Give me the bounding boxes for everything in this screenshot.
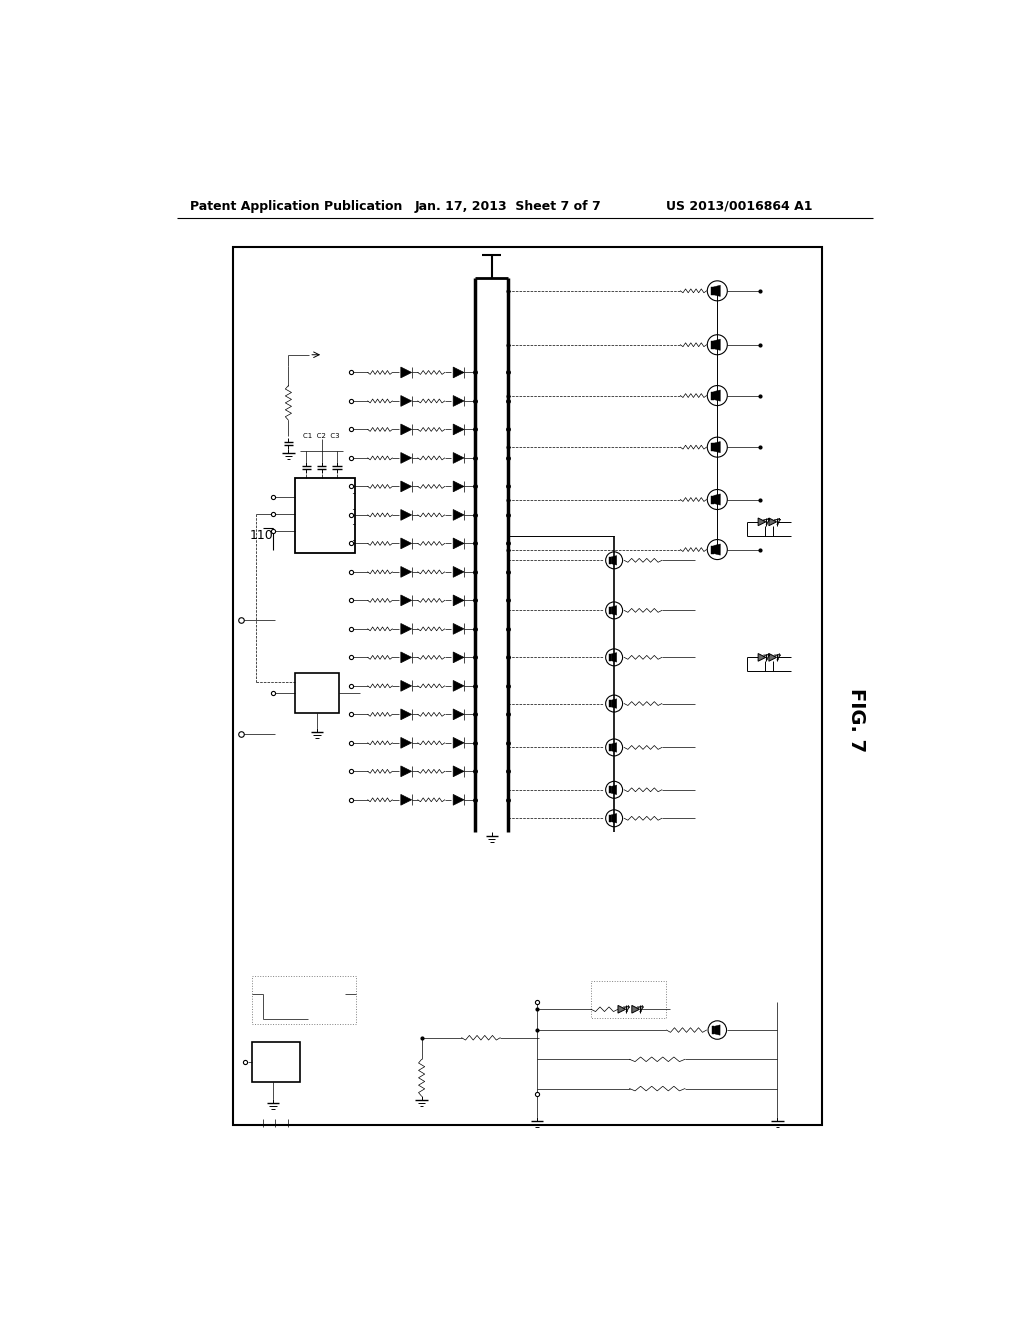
Polygon shape xyxy=(400,424,412,434)
Polygon shape xyxy=(632,1006,640,1014)
Polygon shape xyxy=(454,681,464,692)
Polygon shape xyxy=(454,652,464,663)
Polygon shape xyxy=(454,766,464,776)
Bar xyxy=(609,787,611,793)
Polygon shape xyxy=(454,424,464,434)
Polygon shape xyxy=(714,1024,720,1035)
Polygon shape xyxy=(454,709,464,719)
Bar xyxy=(609,653,611,661)
Polygon shape xyxy=(400,566,412,577)
Bar xyxy=(712,1027,714,1034)
Bar xyxy=(712,392,714,400)
Polygon shape xyxy=(400,510,412,520)
Text: C1  C2  C3: C1 C2 C3 xyxy=(303,433,340,438)
Bar xyxy=(712,286,714,294)
Polygon shape xyxy=(714,285,720,297)
Bar xyxy=(252,977,356,1024)
Bar xyxy=(295,478,354,553)
Bar xyxy=(233,247,822,1125)
Polygon shape xyxy=(400,453,412,463)
Polygon shape xyxy=(714,442,720,453)
Polygon shape xyxy=(400,539,412,549)
Polygon shape xyxy=(400,766,412,776)
Bar xyxy=(609,557,611,564)
Polygon shape xyxy=(454,539,464,549)
Polygon shape xyxy=(454,453,464,463)
Polygon shape xyxy=(714,389,720,401)
Polygon shape xyxy=(454,795,464,805)
Polygon shape xyxy=(714,494,720,506)
Polygon shape xyxy=(454,623,464,635)
Text: 110: 110 xyxy=(250,529,273,543)
Polygon shape xyxy=(714,339,720,350)
Polygon shape xyxy=(611,556,616,565)
Bar xyxy=(609,607,611,614)
Text: Jan. 17, 2013  Sheet 7 of 7: Jan. 17, 2013 Sheet 7 of 7 xyxy=(415,199,601,213)
Bar xyxy=(609,744,611,751)
Polygon shape xyxy=(714,544,720,556)
Polygon shape xyxy=(758,653,766,661)
Bar xyxy=(295,673,339,713)
Polygon shape xyxy=(454,396,464,407)
Polygon shape xyxy=(611,785,616,795)
Polygon shape xyxy=(400,480,412,492)
Polygon shape xyxy=(400,396,412,407)
Polygon shape xyxy=(400,709,412,719)
Polygon shape xyxy=(611,652,616,663)
Polygon shape xyxy=(400,738,412,748)
Polygon shape xyxy=(454,738,464,748)
Bar xyxy=(712,495,714,503)
Polygon shape xyxy=(400,367,412,378)
Bar xyxy=(712,444,714,451)
Bar xyxy=(609,700,611,708)
Polygon shape xyxy=(454,595,464,606)
Polygon shape xyxy=(454,480,464,492)
Bar xyxy=(712,341,714,348)
Polygon shape xyxy=(400,652,412,663)
Polygon shape xyxy=(617,1006,626,1014)
Text: FIG. 7: FIG. 7 xyxy=(847,689,866,752)
Polygon shape xyxy=(611,813,616,824)
Polygon shape xyxy=(454,510,464,520)
Polygon shape xyxy=(400,681,412,692)
Text: Patent Application Publication: Patent Application Publication xyxy=(189,199,402,213)
Polygon shape xyxy=(454,367,464,378)
Polygon shape xyxy=(400,595,412,606)
Polygon shape xyxy=(769,653,776,661)
Polygon shape xyxy=(611,743,616,752)
Polygon shape xyxy=(400,795,412,805)
Polygon shape xyxy=(611,606,616,615)
Bar xyxy=(609,814,611,821)
Polygon shape xyxy=(758,517,766,525)
Text: US 2013/0016864 A1: US 2013/0016864 A1 xyxy=(666,199,812,213)
Polygon shape xyxy=(454,566,464,577)
Bar xyxy=(591,981,667,1018)
Polygon shape xyxy=(400,623,412,635)
Bar xyxy=(712,545,714,553)
Polygon shape xyxy=(769,517,776,525)
Bar xyxy=(252,1043,300,1082)
Polygon shape xyxy=(611,698,616,709)
